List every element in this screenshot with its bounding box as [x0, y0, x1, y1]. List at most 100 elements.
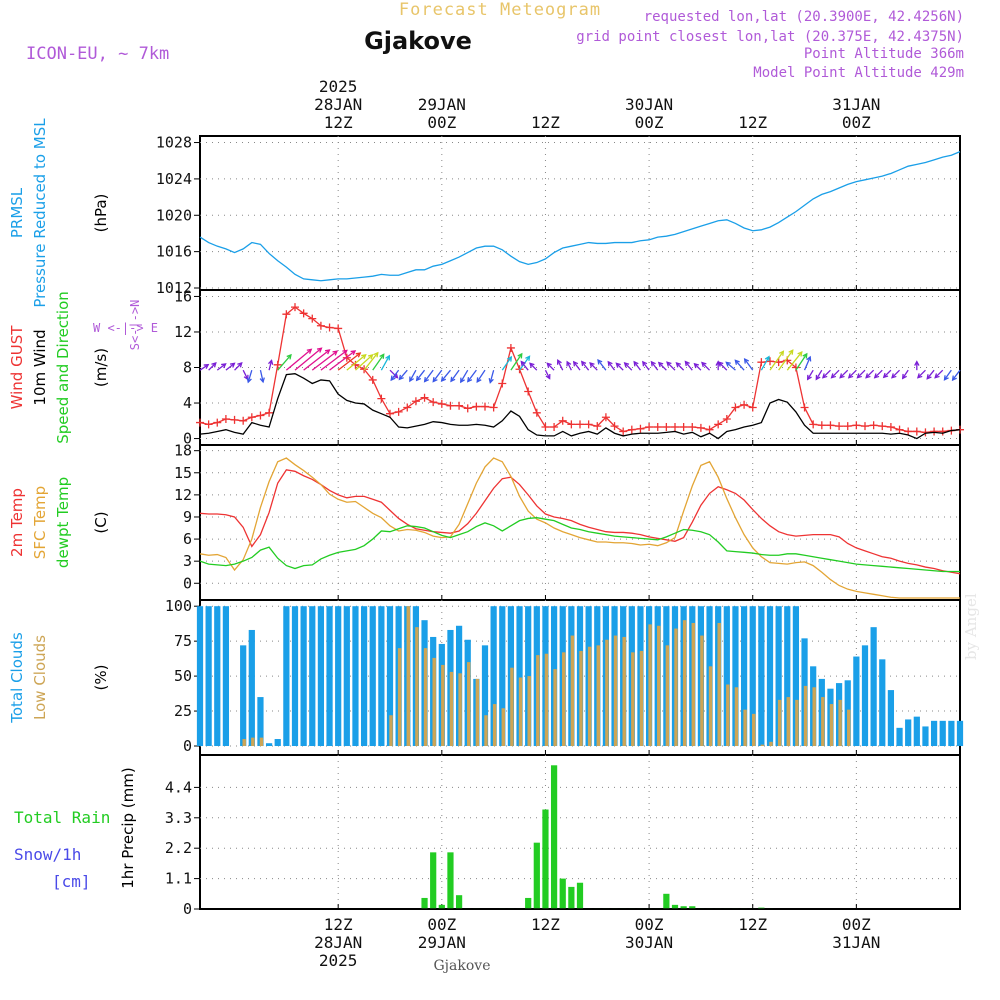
gust-marker [705, 425, 714, 434]
wind-arrow-shaft [952, 369, 961, 381]
wind-arrow-shaft [891, 369, 901, 379]
y-tick-label: 50 [174, 667, 192, 685]
y-axis-unit: (m/s) [92, 348, 110, 387]
total-cloud-bar [784, 606, 791, 747]
bottom-tick-label: 29JAN [418, 933, 466, 952]
gust-marker [610, 422, 619, 431]
total-cloud-bar [360, 606, 368, 747]
wind-arrow-shaft [926, 369, 935, 380]
wind-arrow-head [246, 377, 252, 384]
low-cloud-bar [553, 669, 557, 747]
low-cloud-bar [501, 708, 505, 747]
wind-arrow-shaft [917, 369, 926, 379]
y-tick-label: 12 [174, 323, 192, 341]
y-axis-unit: (hPa) [92, 194, 110, 233]
y-axis-label: Low Clouds [31, 635, 49, 720]
gust-marker [740, 400, 749, 409]
wind-arrow-head [385, 354, 390, 361]
total-cloud-bar [758, 606, 765, 747]
wind-arrow-shaft [725, 361, 736, 371]
gust-marker [291, 303, 299, 312]
wind-arrow-head [286, 353, 292, 360]
bottom-tick-label: 00Z [427, 915, 456, 934]
wind-arrow-shaft [943, 369, 952, 381]
wind-arrow-head [211, 362, 217, 368]
wind-arrow-shaft [597, 359, 607, 371]
y-axis-label: 10m Wind [31, 329, 49, 405]
bottom-tick-label: 2025 [319, 951, 358, 970]
gust-marker [895, 425, 904, 434]
wind-arrow-head [717, 361, 724, 367]
temperature-frame [199, 444, 961, 601]
total-cloud-bar [265, 743, 273, 747]
gust-marker [852, 421, 861, 430]
low-cloud-bar [251, 737, 255, 747]
total-cloud-bar [723, 606, 730, 747]
wind-arrow-shaft [684, 361, 693, 371]
precip-bar [568, 886, 575, 909]
y-tick-label: 4.4 [165, 778, 192, 796]
low-cloud-bar [657, 625, 661, 747]
gust-marker [437, 399, 446, 408]
wind-arrow-shaft [303, 349, 330, 371]
gust-marker [688, 423, 697, 432]
wind-arrow-head [657, 361, 664, 368]
top-tick-label: 12Z [738, 113, 767, 132]
total-cloud-bar [870, 627, 877, 747]
gust-marker [826, 421, 835, 430]
gust-marker [809, 420, 818, 429]
wind-arrow-shaft [450, 369, 460, 382]
wind-arrow-shaft [372, 354, 385, 371]
gust-marker [886, 423, 895, 432]
top-tick-label: 30JAN [625, 95, 673, 114]
gust-marker [299, 309, 308, 318]
low-cloud-bar [803, 685, 808, 747]
y-tick-label: 3 [183, 552, 192, 570]
wind-arrow-head [633, 360, 639, 367]
low-cloud-bar [536, 655, 540, 747]
precip-bar [542, 809, 549, 909]
wind-arrow-head [743, 357, 750, 364]
wind-arrow-shaft [329, 350, 356, 371]
wind-arrow-head [350, 350, 357, 356]
sfc_temp-line [199, 457, 960, 599]
wind-arrow-head [460, 377, 465, 384]
total-cloud-bar [481, 645, 489, 747]
wind-arrow-shaft [694, 363, 702, 371]
precip-bar [447, 852, 454, 909]
wind-arrow-shaft [815, 369, 823, 380]
wind-arrow-head [379, 353, 385, 359]
precip-bar [421, 897, 428, 909]
gust-marker [938, 427, 947, 436]
y-tick-label: 1020 [156, 206, 192, 224]
gust-marker [481, 402, 489, 411]
low-cloud-bar [847, 709, 851, 747]
wind-panel [194, 289, 964, 446]
wind-arrow-shaft [589, 362, 598, 371]
wind-arrow-head [409, 376, 415, 383]
gust-marker [368, 375, 377, 384]
point-altitude: Point Altitude 366m [803, 46, 964, 62]
low-cloud-bar [769, 741, 773, 747]
wind-arrow-head [734, 359, 740, 365]
gust-marker [930, 427, 939, 436]
wind-arrow-head [873, 373, 880, 379]
wind-arrow-shaft [199, 364, 209, 371]
wind-arrow-head [342, 349, 348, 355]
y-tick-label: 1028 [156, 134, 192, 152]
wind-arrow-shaft [416, 369, 426, 381]
bottom-tick-label: 12Z [324, 915, 353, 934]
wind-arrow-head [229, 362, 236, 368]
wind-arrow-head [865, 373, 871, 379]
gust-marker [869, 421, 878, 430]
wind-arrow-head [545, 374, 551, 380]
model-point-altitude: Model Point Altitude 429m [753, 65, 964, 81]
precip-bar [689, 906, 696, 909]
wind-arrow-shaft [294, 347, 322, 371]
wind-arrow-shaft [856, 369, 866, 379]
wind-arrow-head [806, 355, 812, 362]
gust-marker [386, 409, 394, 418]
wind-arrow-head [779, 350, 785, 356]
total-cloud-bar [499, 606, 506, 747]
